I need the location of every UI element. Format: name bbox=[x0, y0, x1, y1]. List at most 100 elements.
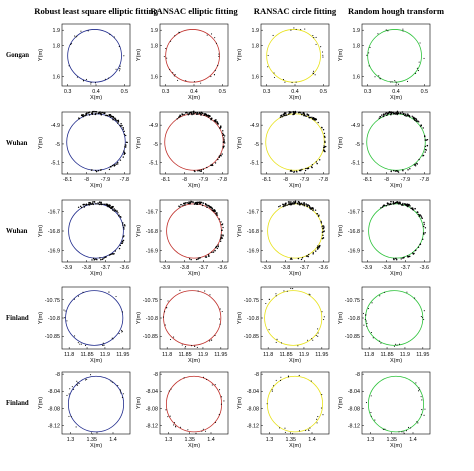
row-label: Finland bbox=[6, 400, 29, 407]
y-axis-label: Y(m) bbox=[338, 397, 344, 409]
data-point bbox=[291, 202, 294, 204]
x-tick-label: -8.1 bbox=[63, 177, 72, 183]
data-point bbox=[414, 207, 416, 210]
data-point bbox=[301, 113, 303, 116]
data-point bbox=[200, 170, 202, 173]
subplot: 0.3 0.4 0.5 1.6 1.8 1.9 X(m) Y(m) bbox=[237, 23, 330, 101]
data-point bbox=[405, 430, 408, 432]
data-point bbox=[423, 135, 426, 137]
data-point bbox=[102, 342, 104, 344]
y-axis-label: Y(m) bbox=[136, 49, 142, 61]
data-point bbox=[397, 202, 400, 205]
x-tick-label: 1.35 bbox=[87, 437, 98, 443]
data-point bbox=[68, 393, 70, 395]
data-point bbox=[383, 113, 385, 116]
data-point bbox=[423, 223, 425, 225]
y-axis-label: Y(m) bbox=[237, 397, 243, 409]
data-point bbox=[195, 432, 197, 434]
data-point bbox=[102, 203, 104, 205]
data-point bbox=[110, 207, 113, 210]
data-point bbox=[201, 204, 204, 207]
data-point bbox=[323, 150, 325, 152]
data-point bbox=[222, 141, 225, 143]
data-point bbox=[310, 166, 313, 168]
data-point bbox=[378, 340, 381, 342]
data-point bbox=[303, 203, 306, 205]
data-point bbox=[73, 388, 75, 390]
data-point bbox=[193, 81, 195, 83]
x-axis-label: X(m) bbox=[289, 183, 301, 189]
data-point bbox=[385, 204, 388, 207]
data-point bbox=[423, 57, 425, 59]
x-tick-label: 1.3 bbox=[367, 437, 375, 443]
x-axis-label: X(m) bbox=[390, 358, 402, 364]
x-tick-label: 0.3 bbox=[364, 89, 372, 95]
data-point bbox=[379, 77, 381, 79]
data-point bbox=[119, 389, 121, 391]
data-point bbox=[301, 204, 304, 206]
data-point bbox=[169, 415, 171, 417]
data-point bbox=[322, 234, 324, 237]
data-point bbox=[397, 112, 400, 115]
fitted-curve bbox=[365, 290, 424, 346]
data-point bbox=[290, 111, 292, 113]
data-point bbox=[282, 113, 285, 116]
data-point bbox=[123, 153, 125, 156]
data-point bbox=[219, 323, 221, 325]
y-tick-label: 1.9 bbox=[53, 28, 61, 34]
data-point bbox=[426, 145, 428, 147]
data-point bbox=[121, 124, 123, 127]
x-tick-label: 11.85 bbox=[179, 352, 192, 358]
data-point bbox=[402, 257, 404, 259]
data-point bbox=[183, 377, 185, 379]
data-point bbox=[78, 118, 80, 120]
y-tick-label: -5.1 bbox=[351, 161, 360, 167]
data-point bbox=[90, 83, 92, 85]
y-tick-label: -10.75 bbox=[45, 298, 60, 304]
data-point bbox=[118, 70, 120, 72]
data-point bbox=[401, 431, 403, 433]
data-point bbox=[306, 339, 309, 341]
data-point bbox=[395, 169, 398, 172]
data-point bbox=[280, 376, 282, 378]
data-point bbox=[282, 79, 285, 81]
data-point bbox=[214, 384, 216, 386]
data-point bbox=[418, 387, 420, 389]
data-point bbox=[219, 389, 221, 391]
y-tick-label: -10.85 bbox=[244, 334, 259, 340]
x-tick-label: -3.6 bbox=[420, 265, 429, 271]
data-point bbox=[97, 203, 99, 205]
data-point bbox=[92, 433, 94, 435]
y-axis-label: Y(m) bbox=[338, 49, 344, 61]
x-tick-label: 0.3 bbox=[162, 89, 170, 95]
data-point bbox=[322, 237, 325, 239]
data-point bbox=[382, 115, 385, 118]
data-point bbox=[63, 309, 65, 311]
data-point bbox=[202, 428, 204, 430]
data-point bbox=[105, 114, 107, 117]
data-point bbox=[182, 204, 184, 207]
x-axis-label: X(m) bbox=[188, 358, 200, 364]
data-point bbox=[370, 331, 373, 334]
data-point bbox=[217, 245, 219, 248]
data-point bbox=[410, 207, 412, 210]
data-point bbox=[214, 335, 216, 337]
data-point bbox=[394, 80, 396, 82]
data-point bbox=[186, 202, 189, 204]
data-point bbox=[308, 116, 310, 119]
data-point bbox=[214, 421, 217, 424]
data-point bbox=[321, 237, 324, 240]
data-point bbox=[124, 225, 126, 227]
data-point bbox=[367, 307, 370, 310]
data-point bbox=[288, 112, 291, 114]
data-point bbox=[322, 128, 325, 131]
data-point bbox=[422, 238, 424, 241]
fitted-curve bbox=[266, 29, 321, 83]
data-point bbox=[218, 55, 220, 57]
data-point bbox=[188, 258, 191, 260]
data-point bbox=[392, 202, 395, 205]
data-point bbox=[178, 205, 180, 207]
data-point bbox=[301, 257, 304, 259]
data-point bbox=[424, 232, 426, 234]
data-point bbox=[317, 335, 319, 337]
